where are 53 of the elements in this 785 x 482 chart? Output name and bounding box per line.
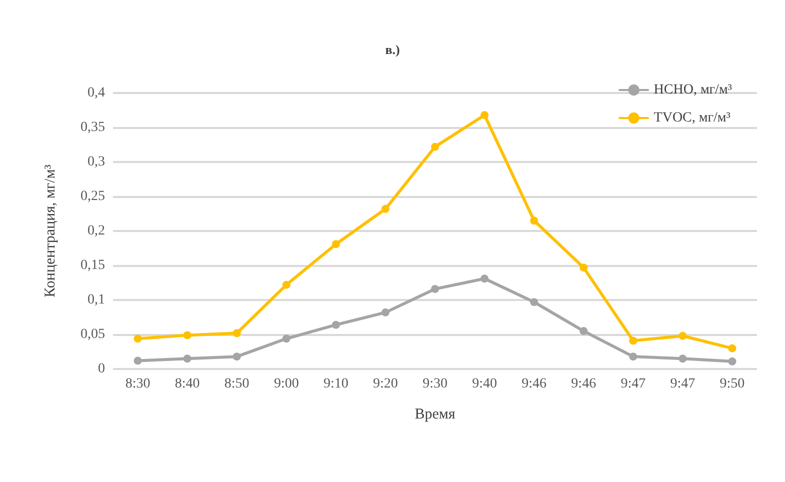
x-axis-title: Время: [414, 406, 456, 422]
point: [282, 334, 290, 343]
x-tick-label: 8:40: [174, 376, 200, 392]
point: [381, 308, 390, 316]
chart-title: в.): [385, 42, 400, 57]
point: [183, 354, 192, 363]
x-tick-label: 9:00: [274, 376, 299, 392]
x-tick-label: 8:50: [224, 376, 250, 392]
point: [580, 327, 588, 336]
point: [232, 352, 241, 361]
point: [431, 284, 439, 293]
point: [728, 357, 736, 366]
y-tick-label: 0,25: [80, 189, 105, 204]
x-tick-label: 9:50: [720, 376, 745, 392]
point: [530, 216, 538, 225]
point: [480, 111, 489, 120]
legend-label: HCHO, мг/м³: [654, 82, 732, 98]
x-tick-label: 9:10: [323, 376, 348, 392]
x-tick-label: 8:30: [125, 376, 150, 392]
point: [381, 204, 390, 213]
point: [232, 329, 241, 338]
point: [728, 344, 736, 352]
y-tick-label: 0,1: [88, 292, 105, 308]
point: [431, 142, 439, 151]
x-tick-label: 9:40: [472, 376, 497, 392]
y-axis-title: Концентрация, мг/м³: [42, 164, 58, 298]
point: [134, 356, 142, 365]
point: [134, 334, 142, 343]
point: [629, 336, 638, 345]
point: [678, 332, 687, 340]
y-tick-label: 0,4: [88, 86, 105, 100]
point: [678, 354, 687, 363]
point: [183, 331, 192, 340]
x-tick-label: 9:46: [571, 376, 596, 392]
point: [282, 280, 290, 289]
point: [480, 274, 489, 283]
point: [580, 264, 588, 272]
y-tick-label: 0,35: [80, 120, 105, 135]
y-tick-label: 0,05: [80, 327, 105, 342]
x-tick-label: 9:30: [422, 376, 448, 392]
y-tick-label: 0,15: [80, 258, 105, 273]
point: [629, 352, 638, 361]
y-tick-label: 0,3: [88, 154, 105, 170]
point: [530, 298, 538, 306]
y-tick-label: 0: [98, 362, 105, 376]
point: [332, 320, 340, 329]
x-tick-label: 9:47: [670, 376, 696, 392]
x-tick-label: 9:47: [620, 376, 646, 392]
point: [332, 240, 340, 248]
y-tick-label: 0,2: [88, 224, 105, 238]
x-tick-label: 9:46: [522, 376, 547, 392]
legend-label: TVOC, мг/м³: [654, 110, 730, 126]
x-tick-label: 9:20: [373, 376, 398, 392]
